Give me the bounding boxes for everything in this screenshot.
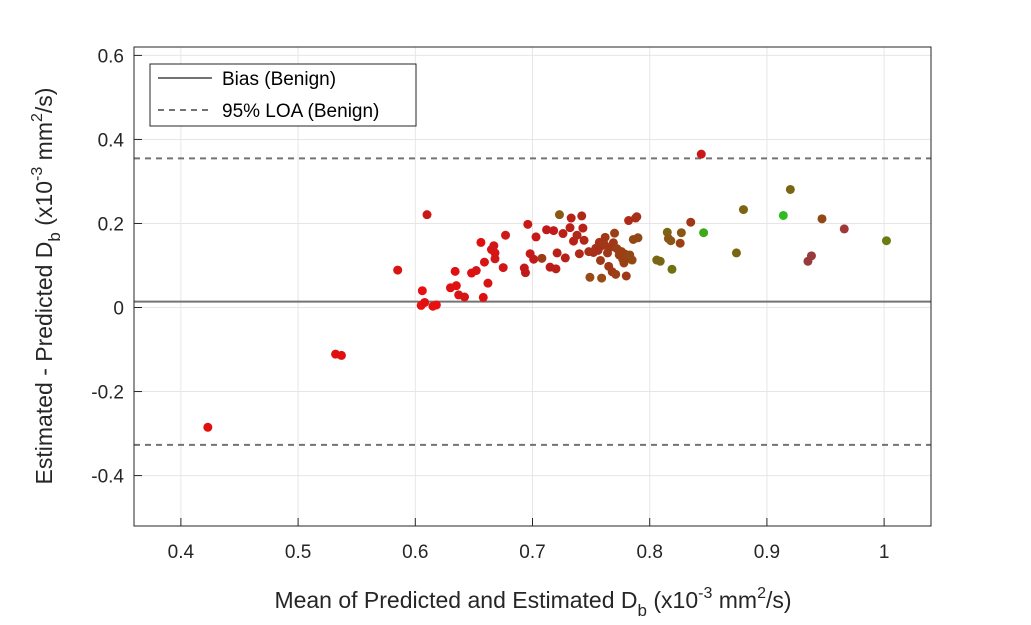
data-point xyxy=(600,232,610,242)
x-axis-label: Mean of Predicted and Estimated Db (x10-… xyxy=(274,585,791,620)
data-point xyxy=(566,213,576,223)
data-point xyxy=(667,264,677,274)
data-point xyxy=(542,225,552,235)
data-point xyxy=(666,236,676,246)
data-point xyxy=(420,297,430,307)
data-point xyxy=(675,238,685,248)
data-point xyxy=(574,249,584,259)
data-point xyxy=(490,248,500,258)
data-point xyxy=(529,254,539,264)
data-point xyxy=(817,214,827,224)
y-axis-label: Estimated - Predicted Db (x10-3 mm2/s) xyxy=(29,88,64,485)
y-tick-label: 0.4 xyxy=(98,130,125,151)
data-point xyxy=(537,253,547,263)
data-point xyxy=(203,422,213,432)
data-point xyxy=(624,216,634,226)
data-point xyxy=(336,350,346,360)
data-point xyxy=(489,241,499,251)
data-point xyxy=(655,256,665,266)
data-point xyxy=(471,266,481,276)
data-point xyxy=(572,230,582,240)
data-point xyxy=(595,255,605,265)
data-point xyxy=(552,248,562,258)
data-point xyxy=(501,230,511,240)
data-point xyxy=(450,266,460,276)
x-tick-label: 1 xyxy=(879,542,890,563)
data-point xyxy=(431,300,441,310)
legend-box xyxy=(149,63,417,127)
data-point xyxy=(549,226,559,236)
y-tick-label: -0.4 xyxy=(91,467,124,488)
data-point xyxy=(627,255,637,265)
reference-lines xyxy=(134,157,931,446)
y-tick-label: 0 xyxy=(113,299,124,320)
data-point xyxy=(551,264,561,274)
legend: Bias (Benign) 95% LOA (Benign) xyxy=(149,63,417,127)
x-tick-label: 0.8 xyxy=(636,542,662,563)
data-point xyxy=(479,257,489,267)
data-point xyxy=(558,229,568,239)
data-point xyxy=(731,248,741,258)
y-tick-label: 0.6 xyxy=(98,46,124,67)
data-point xyxy=(611,269,621,279)
data-point xyxy=(579,235,589,245)
x-tick-label: 0.5 xyxy=(285,542,311,563)
data-point xyxy=(476,237,486,247)
data-point xyxy=(839,224,849,234)
data-point xyxy=(523,219,533,229)
data-point xyxy=(460,292,470,302)
data-point xyxy=(531,232,541,242)
data-points xyxy=(203,149,891,432)
data-point xyxy=(881,236,891,246)
x-tick-label: 0.7 xyxy=(519,542,545,563)
data-point xyxy=(686,217,696,227)
data-point xyxy=(478,292,488,302)
data-point xyxy=(699,228,709,238)
data-point xyxy=(610,228,620,238)
data-point xyxy=(696,149,706,159)
data-point xyxy=(676,228,686,238)
data-point xyxy=(597,273,607,283)
data-point xyxy=(778,210,788,220)
data-point xyxy=(417,286,427,296)
data-point xyxy=(498,263,508,273)
data-point xyxy=(565,223,575,233)
data-point xyxy=(738,205,748,215)
legend-loa-label: 95% LOA (Benign) xyxy=(222,101,379,122)
x-axis-ticks: 0.4 0.5 0.6 0.7 0.8 0.9 1 xyxy=(168,518,890,563)
x-tick-label: 0.6 xyxy=(402,542,428,563)
data-point xyxy=(633,233,643,243)
data-point xyxy=(621,271,631,281)
x-tick-label: 0.9 xyxy=(754,542,780,563)
data-point xyxy=(785,184,795,194)
y-tick-label: -0.2 xyxy=(91,383,124,404)
y-tick-label: 0.2 xyxy=(98,214,124,235)
data-point xyxy=(632,212,642,222)
data-point xyxy=(554,210,564,220)
grid-lines xyxy=(134,47,931,526)
legend-bias-label: Bias (Benign) xyxy=(222,69,336,90)
data-point xyxy=(422,210,432,220)
data-point xyxy=(585,272,595,282)
x-tick-label: 0.4 xyxy=(168,542,195,563)
data-point xyxy=(806,251,816,261)
data-point xyxy=(451,281,461,291)
data-point xyxy=(393,265,403,275)
y-axis-ticks: -0.4 -0.2 0 0.2 0.4 0.6 xyxy=(91,46,142,488)
data-point xyxy=(560,253,570,263)
y-axis-label-group: Estimated - Predicted Db (x10-3 mm2/s) xyxy=(29,88,64,485)
data-point xyxy=(577,211,587,221)
data-point xyxy=(520,268,530,278)
data-point xyxy=(578,223,588,233)
data-point xyxy=(483,278,493,288)
